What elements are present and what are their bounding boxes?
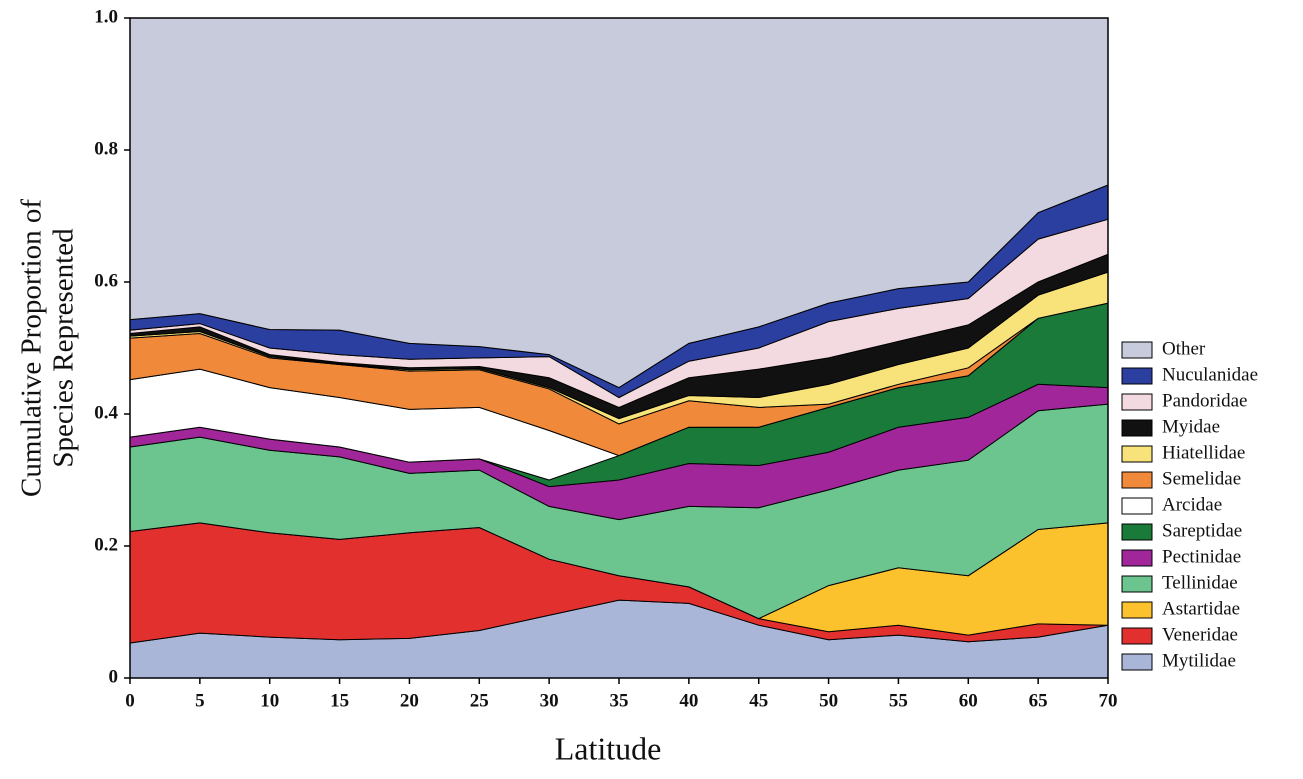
x-tick-label: 55 bbox=[889, 690, 908, 711]
legend-swatch bbox=[1121, 653, 1153, 671]
legend-label: Mytilidae bbox=[1162, 650, 1236, 671]
x-tick-label: 70 bbox=[1099, 690, 1118, 711]
legend-swatch bbox=[1121, 445, 1153, 463]
legend-swatch bbox=[1121, 575, 1153, 593]
legend-swatch bbox=[1121, 367, 1153, 385]
y-tick-label: 0.6 bbox=[94, 270, 118, 291]
x-tick-label: 50 bbox=[819, 690, 838, 711]
legend-label: Other bbox=[1162, 338, 1206, 359]
legend-swatch bbox=[1121, 549, 1153, 567]
legend-label: Semelidae bbox=[1162, 468, 1241, 489]
x-tick-label: 35 bbox=[610, 690, 629, 711]
y-axis-title: Cumulative Proportion of bbox=[16, 199, 48, 497]
legend-label: Astartidae bbox=[1162, 598, 1240, 619]
y-tick-label: 0.8 bbox=[94, 138, 118, 159]
legend-label: Hiatellidae bbox=[1162, 442, 1245, 463]
x-tick-label: 15 bbox=[330, 690, 349, 711]
legend-swatch bbox=[1121, 393, 1153, 411]
legend-label: Nuculanidae bbox=[1162, 364, 1258, 385]
x-tick-label: 30 bbox=[540, 690, 559, 711]
legend-label: Pectinidae bbox=[1162, 546, 1241, 567]
legend-label: Myidae bbox=[1162, 416, 1220, 437]
legend-swatch bbox=[1121, 341, 1153, 359]
legend-label: Arcidae bbox=[1162, 494, 1222, 515]
x-tick-label: 0 bbox=[125, 690, 135, 711]
legend-label: Tellinidae bbox=[1162, 572, 1238, 593]
x-tick-label: 60 bbox=[959, 690, 978, 711]
x-tick-label: 20 bbox=[400, 690, 419, 711]
x-tick-label: 45 bbox=[749, 690, 768, 711]
x-tick-label: 5 bbox=[195, 690, 205, 711]
y-tick-label: 0.4 bbox=[94, 402, 118, 423]
legend-swatch bbox=[1121, 523, 1153, 541]
x-tick-label: 25 bbox=[470, 690, 489, 711]
x-tick-label: 10 bbox=[260, 690, 279, 711]
y-tick-label: 0.2 bbox=[94, 534, 118, 555]
x-tick-label: 40 bbox=[679, 690, 698, 711]
y-tick-label: 0 bbox=[109, 666, 119, 687]
legend-swatch bbox=[1121, 601, 1153, 619]
legend-swatch bbox=[1121, 471, 1153, 489]
legend-label: Pandoridae bbox=[1162, 390, 1247, 411]
legend-swatch bbox=[1121, 497, 1153, 515]
legend-label: Sareptidae bbox=[1162, 520, 1242, 541]
legend-swatch bbox=[1121, 627, 1153, 645]
legend-label: Veneridae bbox=[1162, 624, 1238, 645]
legend-swatch bbox=[1121, 419, 1153, 437]
x-tick-label: 65 bbox=[1029, 690, 1048, 711]
y-tick-label: 1.0 bbox=[94, 6, 118, 27]
y-axis-title: Species Represented bbox=[48, 228, 80, 468]
x-axis-title: Latitude bbox=[555, 730, 662, 766]
